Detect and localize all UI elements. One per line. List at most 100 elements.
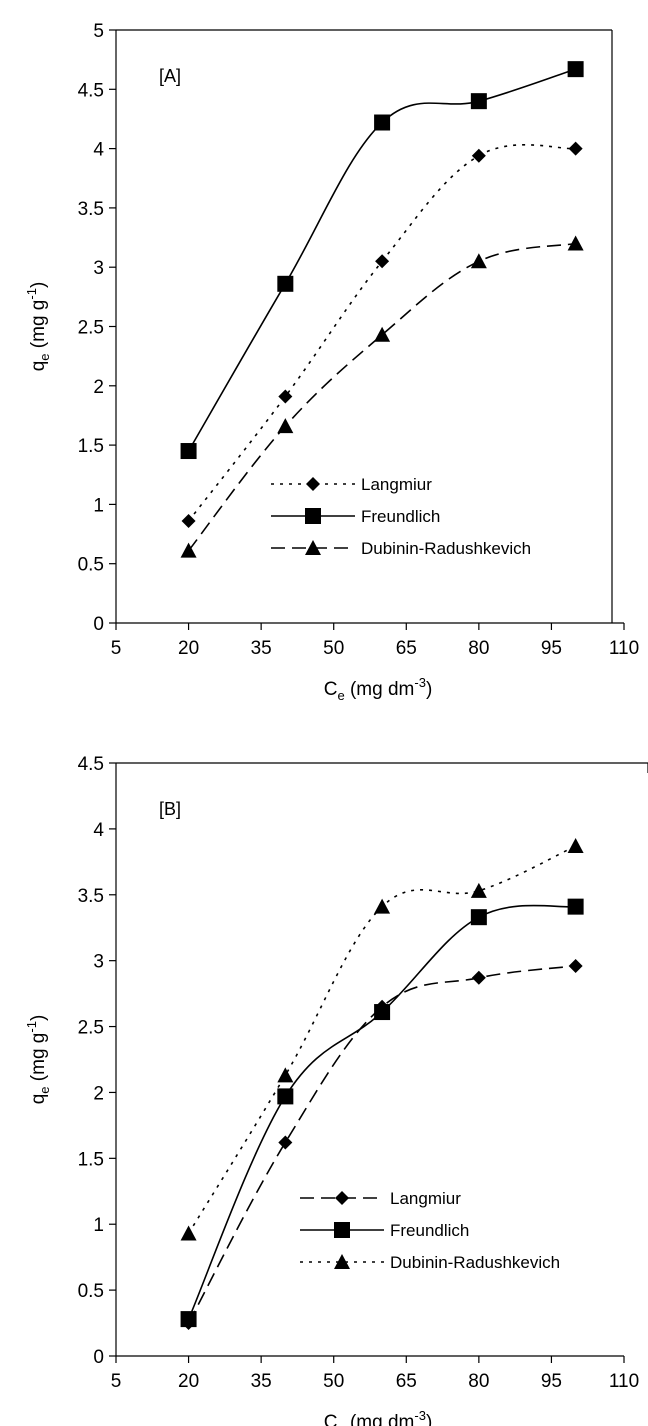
chart-b-series-dubinin-radushkevich-point xyxy=(277,1067,294,1083)
chart-a-series-dubinin-radushkevich-point xyxy=(374,326,391,342)
chart-b-y-tick-label: 4.5 xyxy=(78,754,104,775)
chart-b-y-tick-label: 4 xyxy=(93,820,104,841)
chart-a-series-freundlich-point xyxy=(567,61,584,78)
chart-b-series-dubinin-radushkevich-point xyxy=(470,882,487,898)
chart-b-series-langmiur-point xyxy=(568,958,583,973)
chart-b-series-freundlich-point xyxy=(277,1088,294,1105)
chart-b-x-tick-label: 35 xyxy=(251,1371,272,1392)
chart-b-legend-label-langmiur: Langmiur xyxy=(390,1189,461,1208)
chart-b-series-freundlich-point xyxy=(180,1311,197,1328)
chart-a-legend-marker-freundlich xyxy=(305,508,321,524)
chart-a-y-tick-label: 4 xyxy=(93,140,104,161)
chart-b-y-tick-label: 3.5 xyxy=(78,886,104,907)
chart-b-series-freundlich-point xyxy=(374,1004,391,1021)
chart-a-legend: Langmiur Freundlich Dubinin-Radushkevich xyxy=(271,475,531,558)
chart-a-x-tick-label: 20 xyxy=(178,638,199,659)
chart-b-series-dubinin-radushkevich-line xyxy=(187,845,576,1234)
chart-b-legend-label-freundlich: Freundlich xyxy=(390,1221,469,1240)
chart-b-series-dubinin-radushkevich xyxy=(180,838,584,1241)
chart-a-legend-label-freundlich: Freundlich xyxy=(361,507,440,526)
chart-b-series-freundlich-point xyxy=(567,898,584,915)
chart-b-legend-marker-dubinin-radushkevich xyxy=(334,1254,350,1269)
chart-a-y-tick-label: 2.5 xyxy=(78,318,104,339)
chart-a-series-langmiur xyxy=(181,141,583,529)
chart-a-y-tick-label: 4.5 xyxy=(78,80,104,101)
chart-a-x-tick-label: 35 xyxy=(251,638,272,659)
chart-b-y-tick-label: 1.5 xyxy=(78,1149,104,1170)
chart-b-series-dubinin-radushkevich-point xyxy=(567,838,584,854)
chart-a-series-langmiur-point xyxy=(181,514,196,529)
chart-panel-b: 0 0.5 1 1.5 2 2.5 3 3.5 4 4.5 5 20 35 50 65 80 95 110 Ce (… xyxy=(0,713,648,1426)
chart-b-series-freundlich-line xyxy=(187,904,576,1320)
chart-a-series-freundlich-point xyxy=(180,443,197,460)
chart-b-series-freundlich xyxy=(180,898,584,1328)
chart-a-y-tick-label: 0.5 xyxy=(78,555,104,576)
chart-b-series-langmiur-line xyxy=(187,965,576,1324)
chart-a-series-dubinin-radushkevich-point xyxy=(470,253,487,269)
chart-a-series-langmiur-point xyxy=(568,141,583,156)
chart-a-svg: 0 0.5 1 1.5 2 2.5 3 3.5 4 4.5 5 5 20 35 50 65 80 95 110 Ce … xyxy=(24,21,639,703)
chart-b-x-tick-label: 80 xyxy=(468,1371,489,1392)
chart-a-x-tick-label: 50 xyxy=(323,638,344,659)
chart-a-series-langmiur-point xyxy=(375,254,390,269)
chart-a-series-dubinin-radushkevich-point xyxy=(277,418,294,434)
chart-b-y-tick-label: 0 xyxy=(93,1347,104,1368)
chart-a-legend-marker-langmiur xyxy=(306,477,320,491)
chart-a-y-tick-label: 5 xyxy=(93,21,104,42)
chart-a-series-freundlich-point xyxy=(277,275,294,292)
chart-b-series-langmiur-point xyxy=(278,1135,293,1150)
chart-b-legend-marker-freundlich xyxy=(334,1222,350,1238)
chart-a-legend-marker-dubinin-radushkevich xyxy=(305,540,321,555)
chart-b-x-tick-label: 95 xyxy=(541,1371,562,1392)
chart-a-x-tick-label: 5 xyxy=(111,638,122,659)
chart-a-x-tick-label: 80 xyxy=(468,638,489,659)
chart-b-y-tick-label: 2 xyxy=(93,1083,104,1104)
chart-a-legend-label-dubinin-radushkevich: Dubinin-Radushkevich xyxy=(361,539,531,558)
chart-b-x-tick-label: 20 xyxy=(178,1371,199,1392)
chart-a-series-dubinin-radushkevich-point xyxy=(567,235,584,251)
chart-a-y-tick-label: 3 xyxy=(93,258,104,279)
chart-b-legend-marker-langmiur xyxy=(335,1191,349,1205)
chart-a-y-tick-label: 1 xyxy=(93,495,104,516)
chart-a-series-freundlich-point xyxy=(470,93,487,110)
chart-a-y-axis-title: qe (mg g-1) xyxy=(24,282,52,372)
chart-a-series-dubinin-radushkevich-line xyxy=(187,242,576,552)
chart-b-y-tick-label: 0.5 xyxy=(78,1281,104,1302)
chart-a-x-tick-label: 65 xyxy=(396,638,417,659)
chart-a-y-tick-label: 2 xyxy=(93,377,104,398)
chart-a-panel-label: [A] xyxy=(159,66,181,86)
chart-a-y-tick-label: 0 xyxy=(93,614,104,635)
chart-b-legend-label-dubinin-radushkevich: Dubinin-Radushkevich xyxy=(390,1253,560,1272)
chart-b-series-dubinin-radushkevich-point xyxy=(180,1225,197,1241)
chart-a-series-langmiur-point xyxy=(471,148,486,163)
chart-a-x-tick-label: 110 xyxy=(609,638,639,659)
chart-b-y-tick-label: 1 xyxy=(93,1215,104,1236)
chart-a-series-dubinin-radushkevich xyxy=(180,235,584,558)
chart-b-series-freundlich-point xyxy=(470,909,487,926)
chart-b-series-dubinin-radushkevich-point xyxy=(374,898,391,914)
chart-b-y-tick-label: 3 xyxy=(93,952,104,973)
chart-a-series-freundlich xyxy=(180,61,584,460)
chart-b-y-axis-title: qe (mg g-1) xyxy=(24,1015,52,1105)
chart-b-y-axis-title-group: qe (mg g-1) xyxy=(24,1015,52,1105)
chart-b-panel-label: [B] xyxy=(159,799,181,819)
chart-a-series-dubinin-radushkevich-point xyxy=(180,542,197,558)
chart-b-x-axis-title: Ce (mg dm-3) xyxy=(324,1408,433,1426)
chart-b-x-tick-label: 65 xyxy=(396,1371,417,1392)
chart-a-y-tick-label: 1.5 xyxy=(78,436,104,457)
chart-panel-a: 0 0.5 1 1.5 2 2.5 3 3.5 4 4.5 5 5 20 35 50 65 80 95 110 Ce … xyxy=(24,21,639,703)
chart-a-series-freundlich-line xyxy=(187,68,576,452)
chart-a-legend-label-langmiur: Langmiur xyxy=(361,475,432,494)
chart-b-x-tick-label: 50 xyxy=(323,1371,344,1392)
chart-b-series-langmiur-point xyxy=(471,970,486,985)
chart-b-y-tick-label: 2.5 xyxy=(78,1018,104,1039)
chart-a-x-axis-title: Ce (mg dm-3) xyxy=(324,675,433,703)
chart-a-series-langmiur-point xyxy=(278,389,293,404)
chart-b-x-tick-label: 110 xyxy=(609,1371,639,1392)
chart-b-legend: Langmiur Freundlich Dubinin-Radushkevich xyxy=(300,1189,560,1272)
chart-a-x-tick-label: 95 xyxy=(541,638,562,659)
chart-b-x-tick-label: 5 xyxy=(111,1371,122,1392)
chart-a-y-tick-label: 3.5 xyxy=(78,199,104,220)
chart-b-svg: 0 0.5 1 1.5 2 2.5 3 3.5 4 4.5 5 20 35 50 65 80 95 110 Ce (… xyxy=(24,754,648,1426)
chart-a-y-axis-title-group: qe (mg g-1) xyxy=(24,282,52,372)
